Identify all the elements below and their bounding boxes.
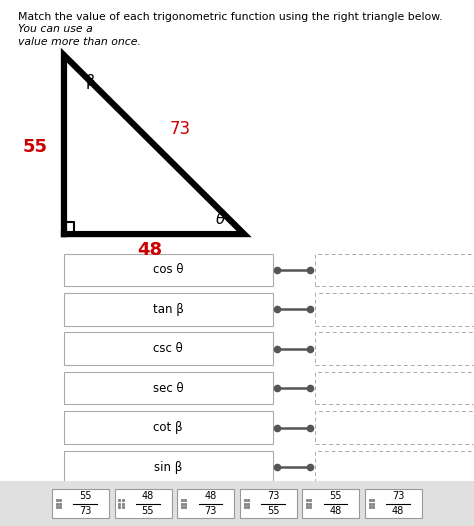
- Text: 55: 55: [23, 138, 48, 156]
- Text: cos θ: cos θ: [153, 264, 183, 276]
- Text: 55: 55: [142, 506, 154, 516]
- Text: 73: 73: [267, 491, 279, 501]
- Text: 48: 48: [392, 506, 404, 516]
- Text: 55: 55: [329, 491, 342, 501]
- Bar: [64, 332, 273, 365]
- Bar: [315, 411, 474, 444]
- Text: θ: θ: [216, 213, 225, 227]
- Bar: [315, 372, 474, 404]
- Text: 55: 55: [79, 491, 91, 501]
- Text: 55: 55: [267, 506, 279, 516]
- Text: 73: 73: [392, 491, 404, 501]
- Text: 73: 73: [79, 506, 91, 516]
- Text: 48: 48: [329, 506, 342, 516]
- Bar: [64, 254, 273, 286]
- Text: value more than once.: value more than once.: [18, 37, 141, 47]
- Text: sin β: sin β: [154, 461, 182, 473]
- Text: tan β: tan β: [153, 303, 184, 316]
- Text: 73: 73: [170, 120, 191, 138]
- Bar: [64, 372, 273, 404]
- Bar: [177, 489, 234, 518]
- Text: 48: 48: [142, 491, 154, 501]
- Text: 48: 48: [137, 241, 162, 259]
- Bar: [64, 411, 273, 444]
- Bar: [315, 254, 474, 286]
- Bar: [315, 451, 474, 483]
- Bar: [315, 293, 474, 326]
- Bar: [240, 489, 297, 518]
- Text: β: β: [85, 74, 95, 89]
- Text: cot β: cot β: [154, 421, 183, 434]
- Text: You can use a: You can use a: [18, 24, 93, 34]
- Text: 48: 48: [204, 491, 217, 501]
- Text: 73: 73: [204, 506, 217, 516]
- Bar: [52, 489, 109, 518]
- Bar: [64, 293, 273, 326]
- Text: Match the value of each trigonometric function using the right triangle below.: Match the value of each trigonometric fu…: [18, 12, 446, 22]
- Bar: [115, 489, 172, 518]
- Bar: [0, 481, 474, 526]
- Bar: [315, 332, 474, 365]
- Text: csc θ: csc θ: [154, 342, 183, 355]
- Bar: [302, 489, 359, 518]
- Bar: [64, 451, 273, 483]
- Text: sec θ: sec θ: [153, 382, 183, 394]
- Bar: [365, 489, 422, 518]
